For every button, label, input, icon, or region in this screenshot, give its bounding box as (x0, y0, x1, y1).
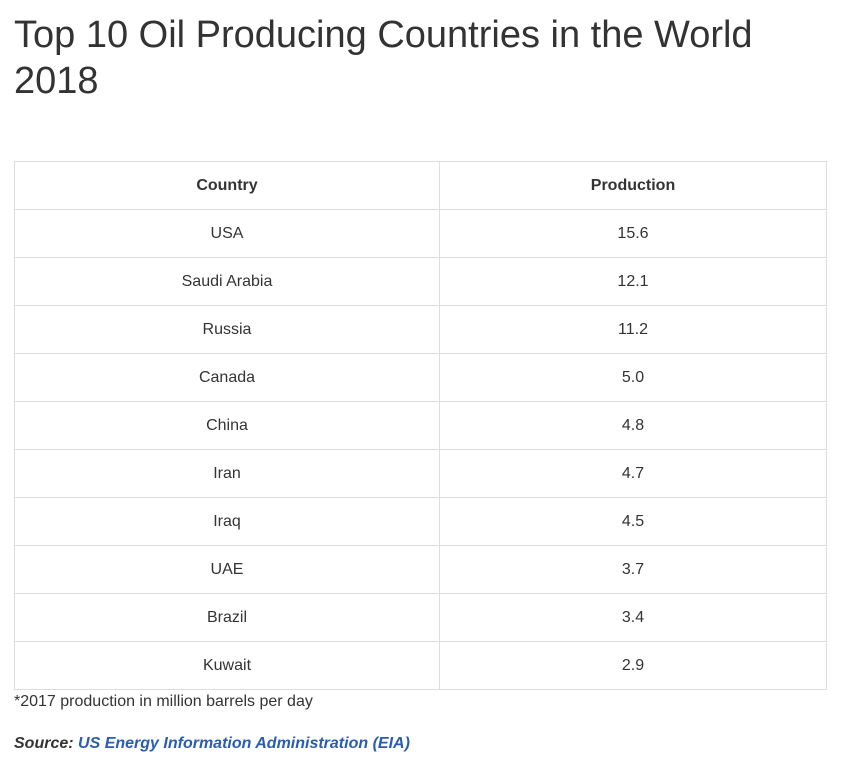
production-cell: 12.1 (439, 257, 827, 306)
table-row: Kuwait 2.9 (14, 641, 827, 690)
table-row: Canada 5.0 (14, 353, 827, 402)
column-header-country: Country (14, 161, 440, 210)
table-row: Iraq 4.5 (14, 497, 827, 546)
country-cell: UAE (14, 545, 440, 594)
production-cell: 3.7 (439, 545, 827, 594)
country-cell: Russia (14, 305, 440, 354)
table-row: Brazil 3.4 (14, 593, 827, 642)
production-cell: 4.5 (439, 497, 827, 546)
country-cell: Iran (14, 449, 440, 498)
country-cell: USA (14, 209, 440, 258)
table-row: Saudi Arabia 12.1 (14, 257, 827, 306)
country-cell: Kuwait (14, 641, 440, 690)
table-header-row: Country Production (14, 161, 827, 210)
production-cell: 4.7 (439, 449, 827, 498)
production-cell: 4.8 (439, 401, 827, 450)
production-cell: 2.9 (439, 641, 827, 690)
country-cell: China (14, 401, 440, 450)
column-header-production: Production (439, 161, 827, 210)
source-label: Source: (14, 735, 74, 752)
table-row: Iran 4.7 (14, 449, 827, 498)
country-cell: Iraq (14, 497, 440, 546)
footnote: *2017 production in million barrels per … (14, 693, 313, 710)
production-table: Country Production USA 15.6 Saudi Arabia… (14, 161, 827, 690)
country-cell: Brazil (14, 593, 440, 642)
table-row: Russia 11.2 (14, 305, 827, 354)
production-cell: 5.0 (439, 353, 827, 402)
table-row: China 4.8 (14, 401, 827, 450)
source-link[interactable]: US Energy Information Administration (EI… (78, 735, 410, 752)
country-cell: Canada (14, 353, 440, 402)
production-cell: 15.6 (439, 209, 827, 258)
production-cell: 11.2 (439, 305, 827, 354)
source-line: Source: US Energy Information Administra… (14, 735, 410, 753)
table-row: UAE 3.7 (14, 545, 827, 594)
country-cell: Saudi Arabia (14, 257, 440, 306)
page-title: Top 10 Oil Producing Countries in the Wo… (14, 14, 753, 102)
production-cell: 3.4 (439, 593, 827, 642)
table-row: USA 15.6 (14, 209, 827, 258)
